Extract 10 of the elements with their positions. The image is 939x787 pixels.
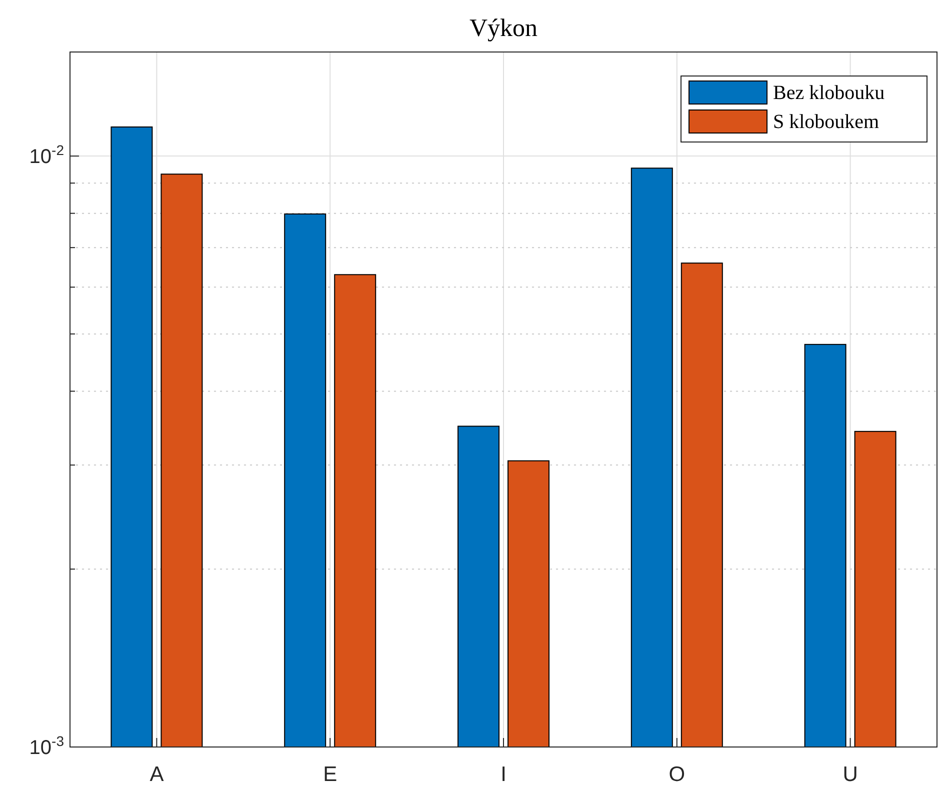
x-tick-label: O: [668, 763, 686, 786]
x-tick-label: U: [842, 763, 858, 786]
chart-title: Výkon: [469, 15, 538, 42]
x-tick-label: I: [500, 763, 506, 786]
y-tick-label: 10$^{-2}$: [29, 142, 64, 168]
legend-label: S kloboukem: [773, 111, 880, 133]
y-tick-label: 10$^{-3}$: [29, 733, 64, 759]
x-tick-label: A: [150, 763, 164, 786]
legend-label: Bez klobouku: [773, 82, 885, 104]
x-tick-label: E: [323, 763, 338, 786]
